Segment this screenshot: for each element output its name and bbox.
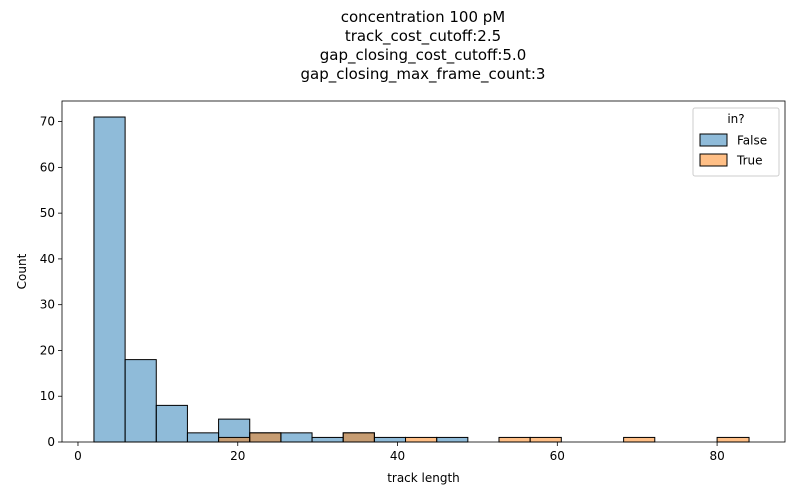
- histogram-bar: [155, 404, 188, 443]
- y-tick-label: 0: [47, 435, 55, 449]
- histogram-bar: [311, 436, 344, 443]
- chart-title-line: gap_closing_max_frame_count:3: [301, 65, 546, 84]
- legend-label: False: [737, 134, 767, 148]
- y-tick-label: 60: [40, 160, 55, 174]
- chart-title: concentration 100 pMtrack_cost_cutoff:2.…: [301, 8, 546, 84]
- legend-label: True: [736, 154, 763, 168]
- x-tick-label: 40: [390, 449, 405, 463]
- histogram-bar: [93, 116, 126, 443]
- histogram-bar: [186, 432, 220, 443]
- chart-title-line: track_cost_cutoff:2.5: [345, 27, 501, 46]
- histogram-bar: [218, 436, 251, 443]
- histogram-bar: [623, 436, 656, 443]
- x-tick-label: 80: [709, 449, 724, 463]
- y-tick-label: 70: [40, 115, 55, 129]
- legend-swatch: [699, 133, 728, 147]
- y-axis: 0 10 20 30 40 50 60 70: [40, 115, 62, 449]
- histogram-bar: [436, 436, 469, 443]
- legend-entries: False True: [699, 133, 767, 168]
- chart-title-line: gap_closing_cost_cutoff:5.0: [320, 46, 527, 65]
- histogram-bar: [529, 436, 562, 443]
- histogram-bar: [405, 436, 438, 443]
- y-tick-label: 30: [40, 298, 55, 312]
- histogram-bar: [280, 432, 313, 443]
- y-tick-label: 20: [40, 343, 55, 357]
- histogram-bar: [124, 359, 157, 443]
- x-tick-label: 20: [230, 449, 245, 463]
- legend-swatch: [699, 153, 728, 167]
- y-tick-label: 50: [40, 206, 55, 220]
- histogram-bar: [716, 436, 750, 443]
- histogram-bar: [342, 432, 375, 443]
- x-axis: 0 20 40 60 80: [74, 442, 725, 463]
- y-tick-label: 10: [40, 389, 55, 403]
- x-axis-label: track length: [387, 471, 460, 485]
- x-tick-label: 60: [550, 449, 565, 463]
- plot-frame: [61, 100, 786, 443]
- y-tick-label: 40: [40, 252, 55, 266]
- histogram-bar: [249, 432, 282, 443]
- histogram-bars: [93, 116, 750, 443]
- legend: in? False True: [692, 107, 780, 177]
- histogram-bar: [498, 436, 531, 443]
- legend-title: in?: [727, 112, 744, 126]
- y-axis-label: Count: [15, 253, 29, 289]
- histogram-bar: [373, 436, 407, 443]
- x-tick-label: 0: [74, 449, 82, 463]
- chart-title-line: concentration 100 pM: [341, 8, 506, 26]
